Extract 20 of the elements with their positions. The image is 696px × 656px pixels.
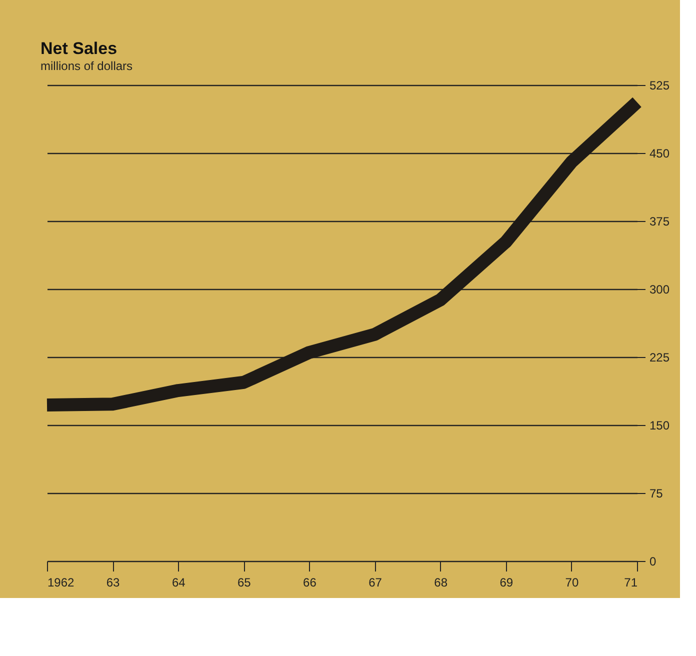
- y-tick-label: 375: [650, 214, 670, 228]
- x-tick-label: 68: [434, 576, 448, 590]
- x-tick-label: 1962: [48, 576, 75, 590]
- x-tick-label: 70: [565, 576, 579, 590]
- x-tick-label: 65: [237, 576, 252, 590]
- y-tick-label: 150: [650, 418, 670, 432]
- y-tick-label: 0: [650, 554, 656, 568]
- x-tick-label: 71: [624, 576, 638, 590]
- x-tick-label: 66: [303, 576, 317, 590]
- y-tick-label: 450: [650, 146, 670, 160]
- x-tick-label: 67: [368, 576, 382, 590]
- y-tick-label: 75: [650, 486, 664, 500]
- x-tick-label: 69: [500, 576, 514, 590]
- y-tick-label: 525: [650, 78, 670, 92]
- x-tick-label: 64: [172, 576, 186, 590]
- y-tick-label: 225: [650, 350, 670, 364]
- y-tick-label: 300: [650, 282, 670, 296]
- x-tick-label: 63: [106, 576, 120, 590]
- chart-subtitle: millions of dollars: [40, 59, 133, 73]
- chart-title: Net Sales: [40, 39, 118, 58]
